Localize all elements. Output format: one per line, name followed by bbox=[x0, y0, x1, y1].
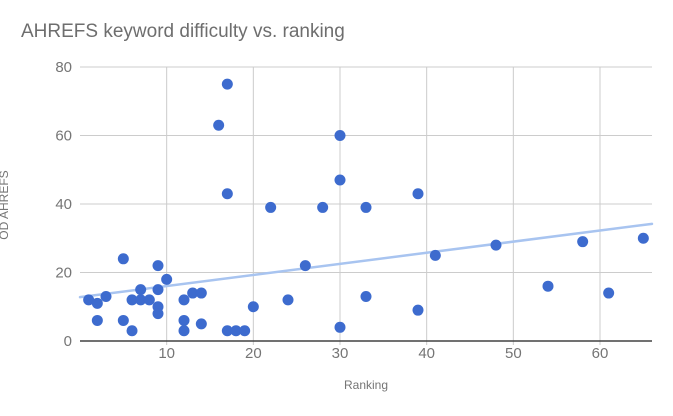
data-point[interactable] bbox=[126, 294, 138, 306]
data-point[interactable] bbox=[603, 287, 615, 299]
x-tick-label: 10 bbox=[158, 345, 175, 362]
data-point[interactable] bbox=[91, 297, 103, 309]
y-tick-label: 60 bbox=[55, 128, 72, 145]
data-point[interactable] bbox=[637, 232, 649, 244]
data-point[interactable] bbox=[334, 174, 346, 186]
data-point[interactable] bbox=[577, 236, 589, 248]
x-tick-label: 50 bbox=[505, 345, 522, 362]
data-point[interactable] bbox=[334, 321, 346, 333]
data-point[interactable] bbox=[221, 78, 233, 90]
data-point[interactable] bbox=[195, 287, 207, 299]
y-tick-label: 0 bbox=[64, 333, 72, 350]
data-point[interactable] bbox=[247, 301, 259, 313]
x-tick-label: 20 bbox=[245, 345, 262, 362]
data-point[interactable] bbox=[265, 201, 277, 213]
data-point[interactable] bbox=[152, 260, 164, 272]
x-tick-label: 40 bbox=[418, 345, 435, 362]
data-point[interactable] bbox=[360, 290, 372, 302]
data-point[interactable] bbox=[195, 318, 207, 330]
chart-title: AHREFS keyword difficulty vs. ranking bbox=[21, 21, 345, 42]
data-point[interactable] bbox=[135, 294, 147, 306]
data-point[interactable] bbox=[126, 325, 138, 337]
data-point[interactable] bbox=[317, 201, 329, 213]
data-point[interactable] bbox=[152, 284, 164, 296]
data-point[interactable] bbox=[412, 304, 424, 316]
data-point[interactable] bbox=[282, 294, 294, 306]
y-tick-label: 80 bbox=[55, 59, 72, 76]
data-point[interactable] bbox=[334, 130, 346, 141]
data-point[interactable] bbox=[91, 314, 103, 326]
data-point[interactable] bbox=[187, 287, 199, 299]
data-point[interactable] bbox=[135, 284, 147, 296]
data-point[interactable] bbox=[178, 294, 190, 306]
data-point[interactable] bbox=[143, 294, 155, 306]
data-point[interactable] bbox=[178, 325, 190, 337]
data-point[interactable] bbox=[152, 308, 164, 320]
data-point[interactable] bbox=[230, 325, 242, 337]
y-axis-title: OD AHREFS bbox=[0, 170, 11, 240]
data-point[interactable] bbox=[100, 290, 112, 302]
data-point[interactable] bbox=[542, 280, 554, 292]
data-point[interactable] bbox=[117, 314, 129, 326]
data-point[interactable] bbox=[490, 239, 502, 251]
x-tick-label: 60 bbox=[592, 345, 609, 362]
data-point[interactable] bbox=[412, 188, 424, 200]
data-point[interactable] bbox=[221, 325, 233, 337]
x-tick-label: 30 bbox=[332, 345, 349, 362]
data-point[interactable] bbox=[429, 249, 441, 261]
data-point[interactable] bbox=[213, 119, 225, 131]
data-point[interactable] bbox=[360, 201, 372, 213]
data-point[interactable] bbox=[83, 294, 95, 306]
y-tick-label: 40 bbox=[55, 196, 72, 213]
data-point[interactable] bbox=[221, 188, 233, 200]
data-point[interactable] bbox=[178, 314, 190, 326]
data-point[interactable] bbox=[239, 325, 251, 337]
data-point[interactable] bbox=[161, 273, 173, 285]
y-tick-label: 20 bbox=[55, 265, 72, 282]
trendline bbox=[78, 222, 654, 299]
x-axis-title: Ranking bbox=[343, 378, 389, 392]
data-point[interactable] bbox=[299, 260, 311, 272]
data-point[interactable] bbox=[117, 253, 129, 265]
